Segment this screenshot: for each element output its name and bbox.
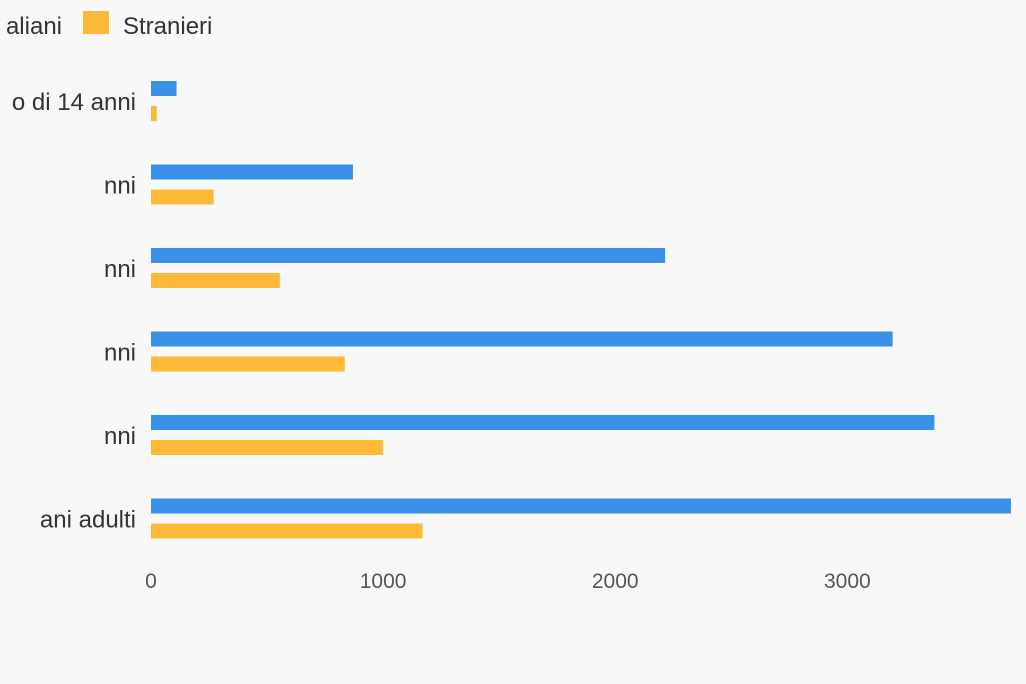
bar-italiani-5: [151, 498, 1011, 514]
category-label-5: ani adulti: [40, 507, 136, 534]
legend: aliani Stranieri: [6, 11, 212, 40]
legend-swatch-stranieri: [83, 11, 109, 34]
bar-italiani-2: [151, 248, 666, 263]
bar-stranieri-1: [151, 189, 214, 205]
bar-stranieri-4: [151, 440, 384, 455]
legend-label-italiani: aliani: [6, 13, 62, 40]
category-labels: o di 14 anni nni nni nni nni ani adulti: [12, 89, 136, 534]
bars: [151, 81, 1011, 539]
bar-italiani-0: [151, 81, 177, 96]
bar-stranieri-3: [151, 356, 345, 372]
bar-italiani-4: [151, 415, 935, 430]
x-tick-label-0: 0: [145, 570, 157, 593]
bar-stranieri-2: [151, 273, 280, 288]
legend-label-stranieri: Stranieri: [123, 13, 212, 40]
bar-italiani-3: [151, 331, 893, 347]
category-label-0: o di 14 anni: [12, 89, 136, 116]
bar-stranieri-5: [151, 523, 423, 539]
category-label-4: nni: [104, 423, 136, 450]
bar-italiani-1: [151, 164, 353, 180]
category-label-3: nni: [104, 340, 136, 367]
x-axis-ticks: 0 1000 2000 3000: [145, 570, 871, 593]
bar-stranieri-0: [151, 106, 157, 121]
x-tick-label-2: 2000: [592, 570, 639, 593]
category-label-2: nni: [104, 256, 136, 283]
x-tick-label-3: 3000: [824, 570, 871, 593]
x-tick-label-1: 1000: [360, 570, 407, 593]
category-label-1: nni: [104, 173, 136, 200]
